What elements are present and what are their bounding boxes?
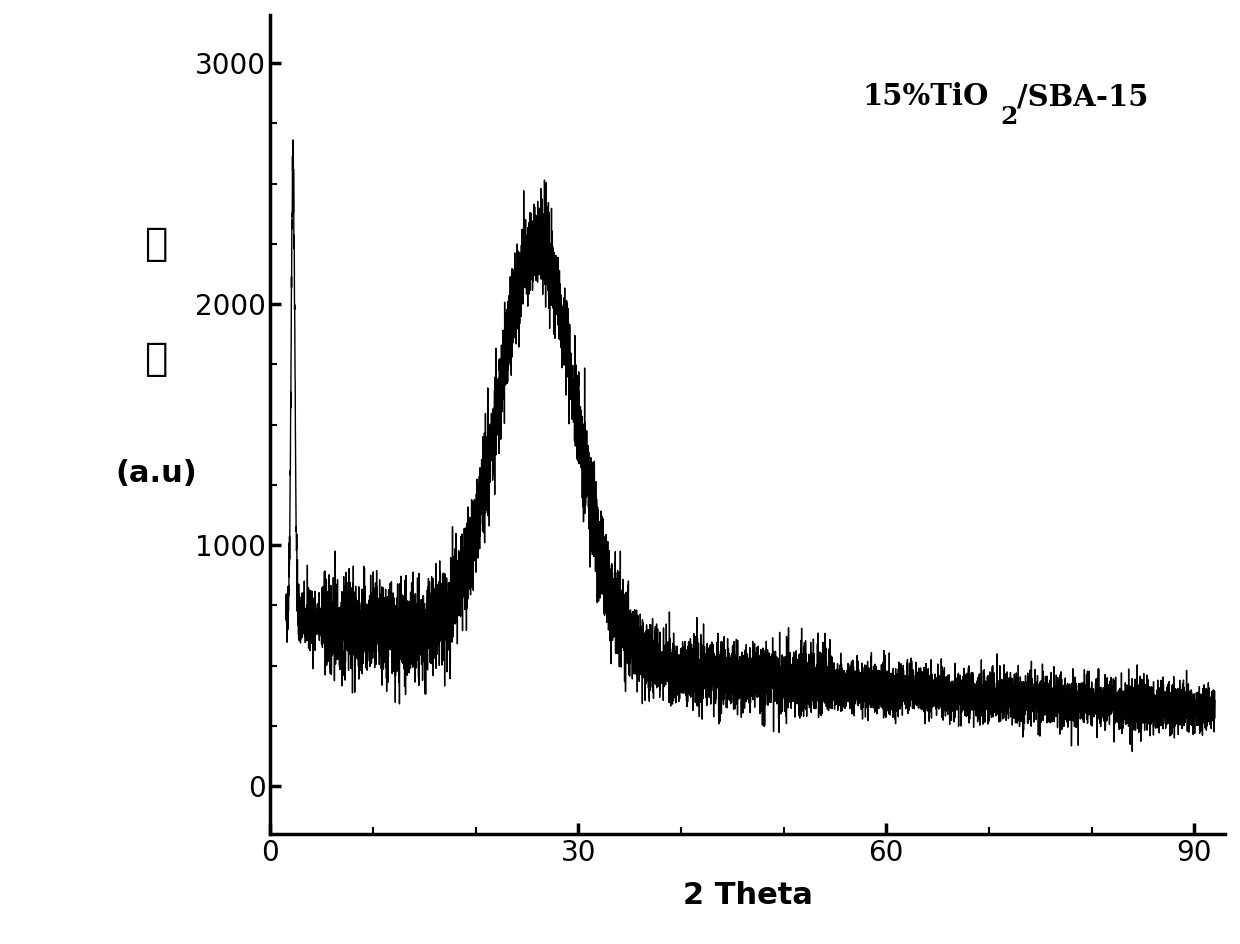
Text: (a.u): (a.u) bbox=[115, 460, 197, 488]
Text: 度: 度 bbox=[144, 340, 167, 379]
X-axis label: 2 Theta: 2 Theta bbox=[683, 881, 812, 910]
Text: 2: 2 bbox=[1001, 106, 1018, 129]
Text: 15%TiO: 15%TiO bbox=[862, 82, 988, 111]
Text: /SBA-15: /SBA-15 bbox=[1017, 82, 1148, 111]
Text: 强: 强 bbox=[144, 226, 167, 263]
